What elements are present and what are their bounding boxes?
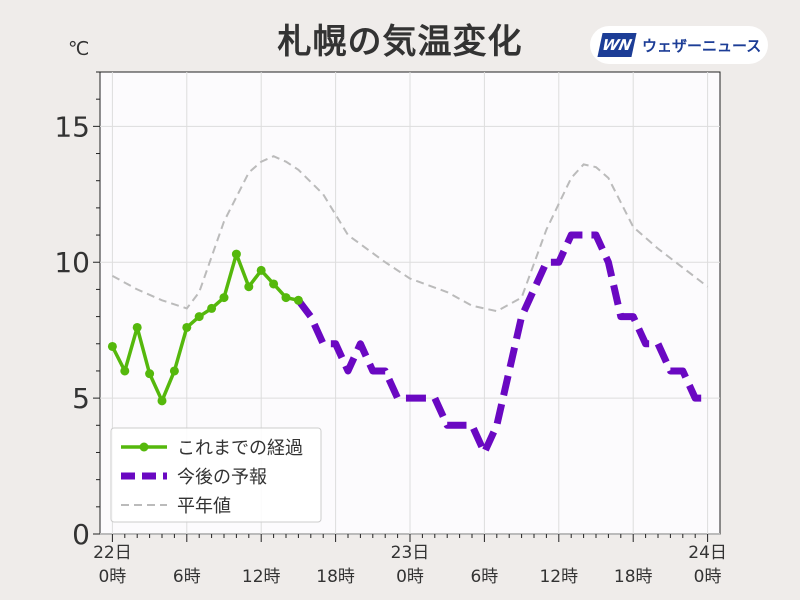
observed-point xyxy=(157,396,167,406)
observed-point xyxy=(169,366,179,376)
observed-point xyxy=(231,249,241,259)
y-tick-label: 5 xyxy=(72,382,90,415)
legend-label: 平年値 xyxy=(177,496,231,517)
chart-title: 札幌の気温変化 xyxy=(277,22,523,62)
x-tick-label-date: 24日 xyxy=(688,543,727,563)
observed-point xyxy=(269,279,279,289)
observed-point xyxy=(293,295,303,305)
x-tick-label-hour: 18時 xyxy=(614,567,653,587)
x-tick-label-hour: 18時 xyxy=(316,567,355,587)
x-tick-label-hour: 12時 xyxy=(242,567,281,587)
legend-box xyxy=(110,427,322,523)
y-tick-label: 15 xyxy=(54,110,90,143)
y-tick-label: 10 xyxy=(54,246,90,279)
normal-temperature-line xyxy=(111,155,709,313)
x-tick-label-hour: 6時 xyxy=(470,567,498,587)
x-tick-label-hour: 0時 xyxy=(98,567,126,587)
weathernews-logo-text: ウェザーニュース xyxy=(642,36,762,55)
x-tick-label-hour: 0時 xyxy=(694,567,722,587)
observed-point xyxy=(120,366,130,376)
observed-point xyxy=(256,265,266,275)
observed-point xyxy=(244,282,254,292)
y-tick-label: 0 xyxy=(72,518,90,551)
forecast-line xyxy=(295,231,708,456)
observed-point xyxy=(145,369,155,379)
x-tick-label-date: 23日 xyxy=(391,543,430,563)
observed-point xyxy=(281,293,291,303)
observed-point xyxy=(132,322,142,332)
x-tick-label-hour: 12時 xyxy=(539,567,578,587)
x-tick-label-hour: 0時 xyxy=(396,567,424,587)
observed-line xyxy=(110,252,299,403)
x-tick-label-hour: 6時 xyxy=(173,567,201,587)
legend-label: これまでの経過 xyxy=(177,438,303,459)
observed-point xyxy=(182,322,192,332)
y-axis-unit: ℃ xyxy=(68,38,90,60)
observed-point xyxy=(107,341,117,351)
observed-point xyxy=(194,312,204,322)
observed-point xyxy=(207,303,217,313)
observed-point xyxy=(219,293,229,303)
legend-marker xyxy=(139,442,149,452)
x-tick-label-date: 22日 xyxy=(93,543,132,563)
weathernews-logo: WN ウェザーニュース xyxy=(590,26,768,64)
legend-label: 今後の予報 xyxy=(177,467,267,488)
